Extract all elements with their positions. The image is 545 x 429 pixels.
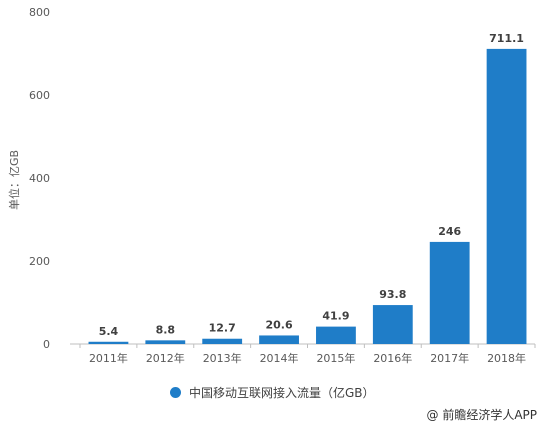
bar [145,340,186,344]
y-axis: 0 200 400 600 800 [29,6,50,351]
x-tick-label: 2018年 [487,351,526,365]
bar-value-label: 8.8 [156,323,176,336]
x-tick-label: 2017年 [430,351,469,365]
x-axis: 2011年 2012年 2013年 2014年 2015年 2016年 2017年 2018年 [70,343,536,365]
bar [429,241,470,344]
bar-value-label: 93.8 [379,288,406,301]
bar [316,326,356,344]
source-credit: @ 前瞻经济学人APP [426,408,538,422]
bar-value-label: 20.6 [265,318,292,331]
data-labels: 5.4 8.8 12.7 20.6 41.9 93.8 246 711.1 [99,32,524,338]
bar-value-label: 5.4 [99,325,119,338]
x-tick-label: 2016年 [373,351,412,365]
legend-label: 中国移动互联网接入流量（亿GB） [189,385,375,400]
bar-value-label: 246 [438,225,461,238]
bar-value-label: 711.1 [489,32,524,45]
y-tick-label: 0 [43,338,50,351]
bar [259,335,299,344]
legend: 中国移动互联网接入流量（亿GB） [170,383,375,401]
y-tick-label: 600 [29,89,50,102]
bar [202,338,243,344]
x-tick-label: 2013年 [203,351,242,365]
y-tick-label: 200 [29,255,50,268]
x-tick-label: 2012年 [146,351,185,365]
bar [486,48,527,345]
legend-marker [170,386,181,398]
bar-value-label: 41.9 [322,310,349,323]
y-tick-label: 800 [29,6,50,19]
y-axis-title: 单位：亿GB [7,150,21,210]
bar [372,305,413,344]
bar [88,341,129,344]
x-tick-label: 2015年 [316,351,355,365]
x-tick-label: 2014年 [260,351,299,365]
bar-value-label: 12.7 [209,322,236,335]
bars [88,48,527,345]
y-tick-label: 400 [29,172,50,185]
x-tick-label: 2011年 [89,351,128,365]
